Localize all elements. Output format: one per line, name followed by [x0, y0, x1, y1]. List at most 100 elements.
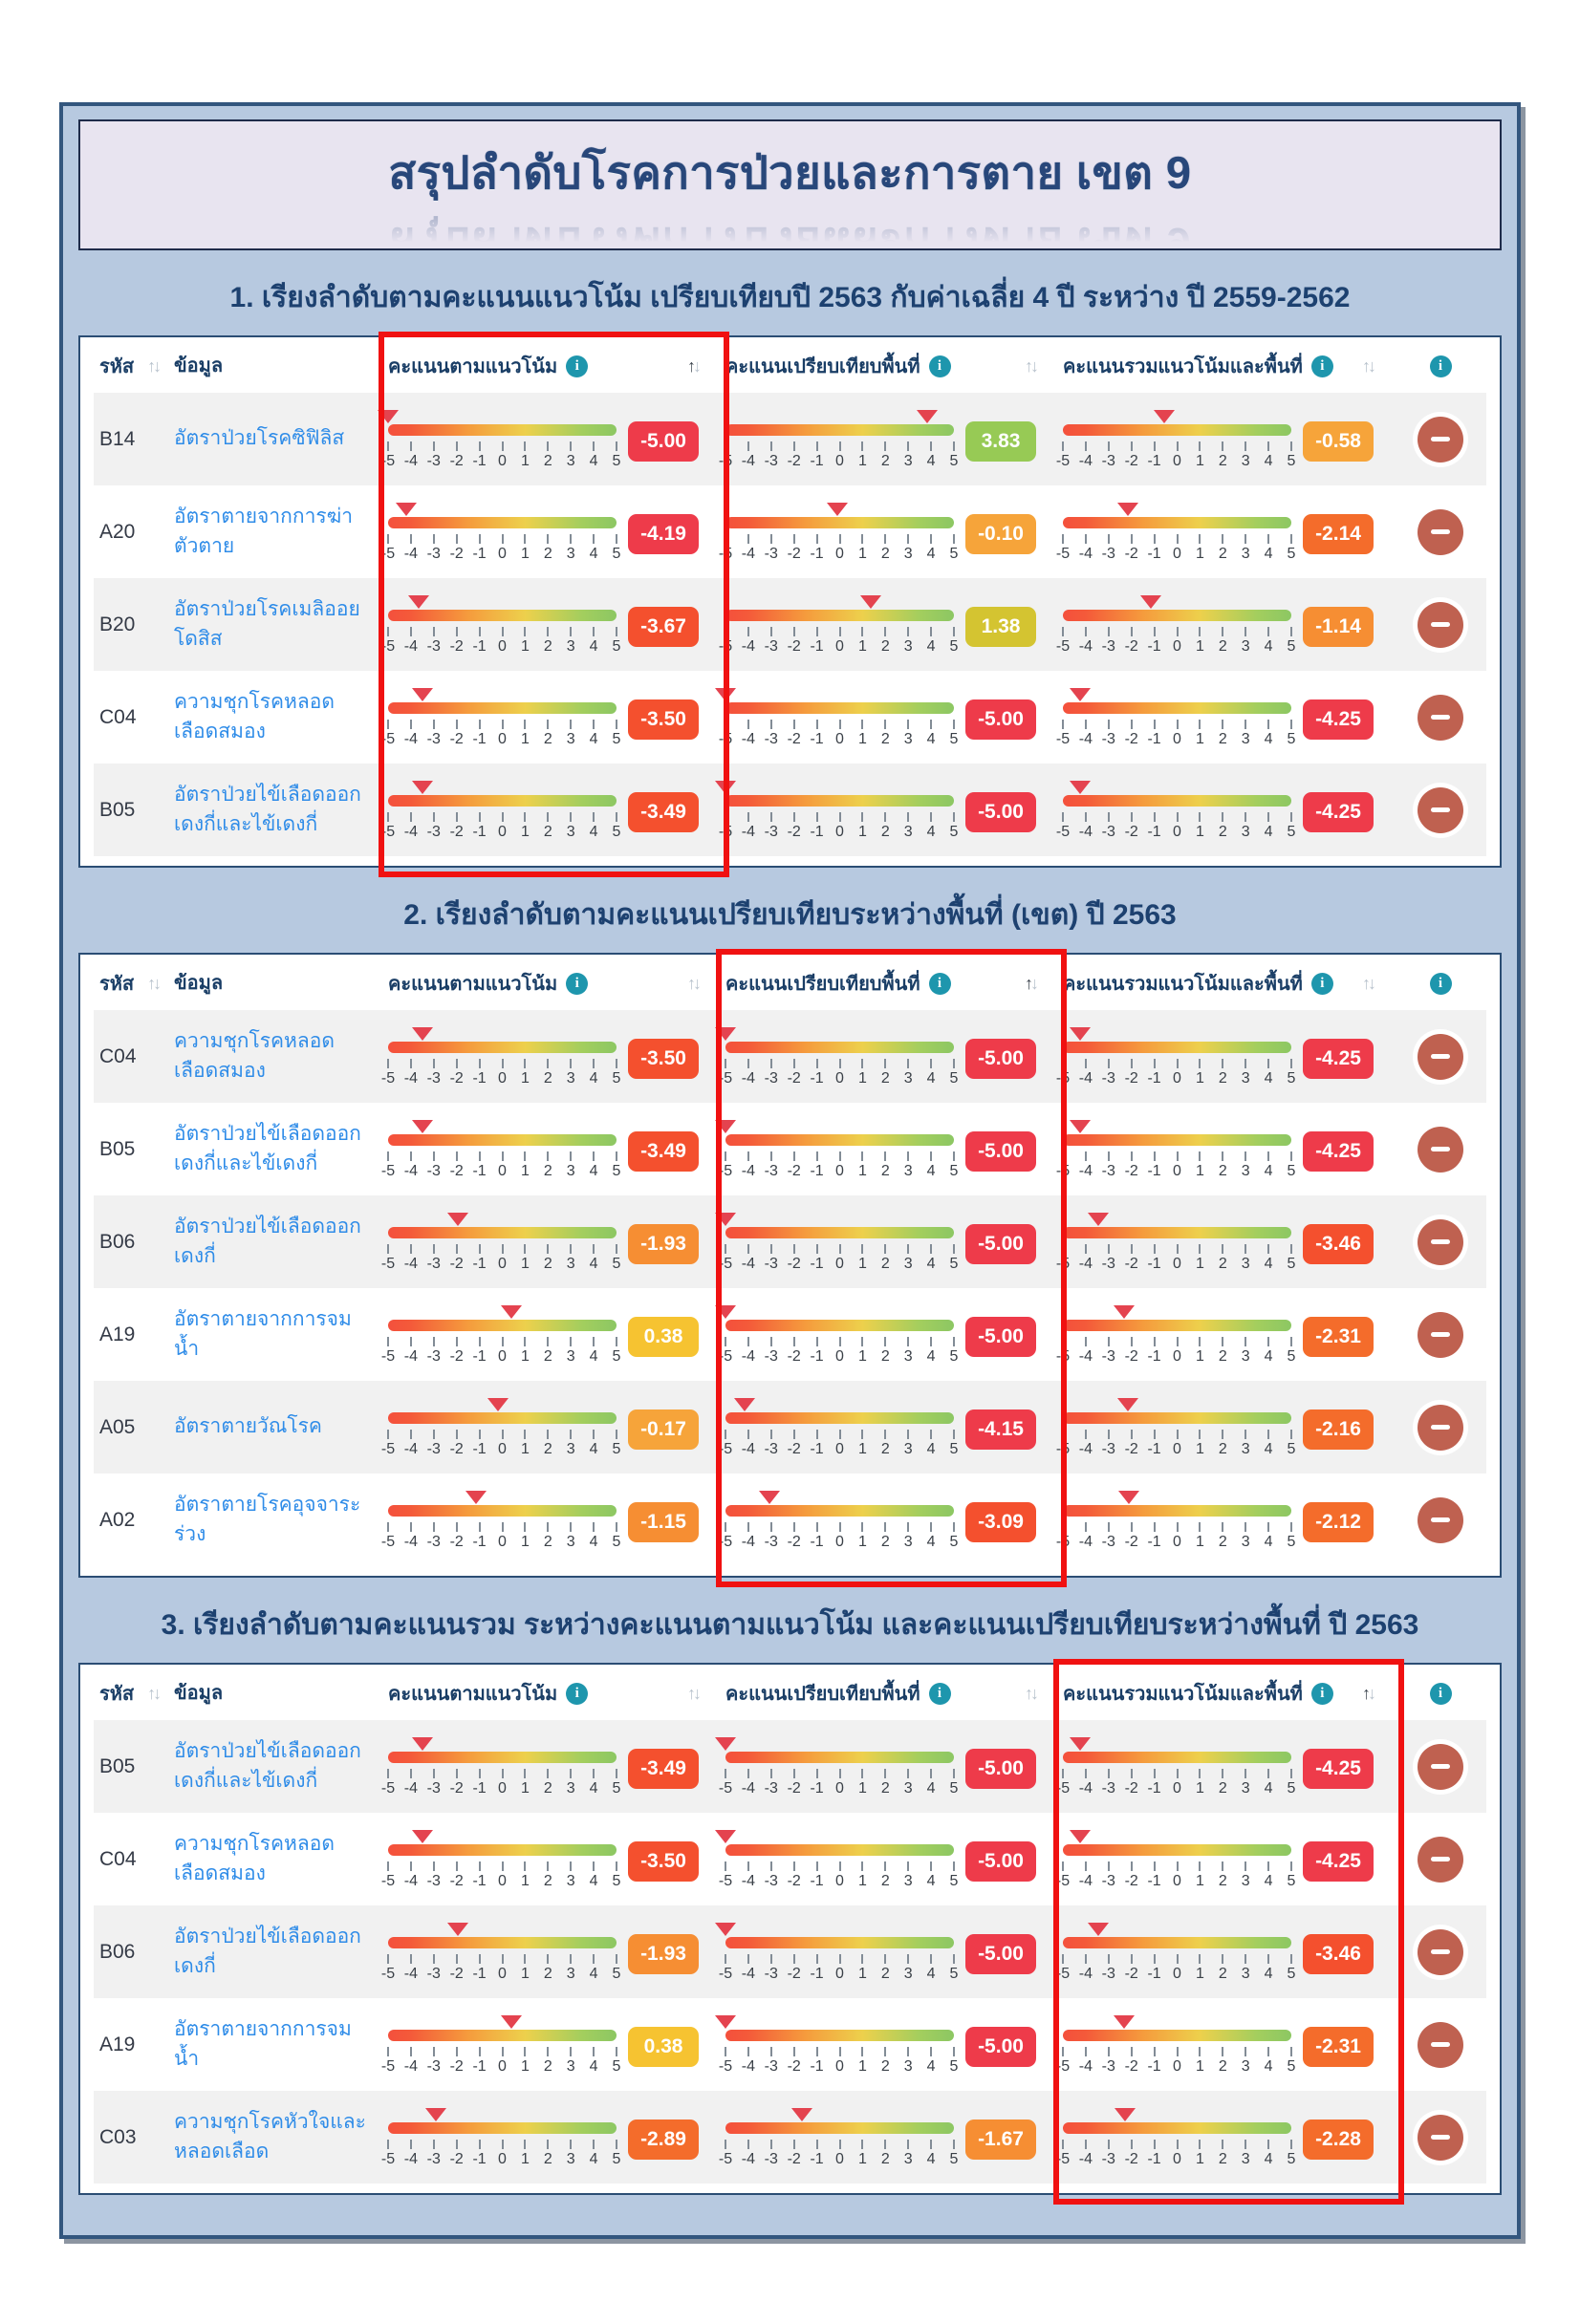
- info-icon[interactable]: i: [566, 355, 589, 377]
- tick-label: -2: [787, 1256, 801, 1272]
- row-code: A20: [99, 520, 136, 543]
- tick-label: -4: [741, 1163, 756, 1179]
- tick-mark: [524, 1337, 527, 1346]
- row-data-link[interactable]: ความชุกโรคหลอดเลือดสมอง: [174, 691, 335, 742]
- sort-icon[interactable]: ↑ ↓: [687, 974, 702, 994]
- sort-icon[interactable]: ↑ ↓: [1025, 356, 1039, 377]
- remove-row-button[interactable]: [1418, 2021, 1463, 2068]
- info-icon[interactable]: i: [928, 972, 951, 995]
- row-data-link[interactable]: อัตราป่วยไข้เลือดออกเดงกี่และไข้เดงกี่: [174, 1740, 361, 1792]
- remove-row-button[interactable]: [1418, 1836, 1463, 1883]
- gauge-gradient-bar: [388, 1227, 617, 1238]
- info-icon[interactable]: i: [928, 1682, 951, 1705]
- tick-mark: [1222, 2140, 1224, 2149]
- tick-mark: [769, 2140, 772, 2149]
- row-data-link[interactable]: ความชุกโรคหลอดเลือดสมอง: [174, 1833, 335, 1884]
- row-data-link[interactable]: อัตราป่วยไข้เลือดออกเดงกี่: [174, 1216, 361, 1267]
- sort-icon[interactable]: ↑ ↓: [1362, 1684, 1376, 1704]
- tick-label: 4: [589, 824, 598, 840]
- tick-mark: [524, 1244, 527, 1254]
- row-data-link[interactable]: อัตราตายจากการฆ่าตัวตาย: [174, 506, 354, 557]
- remove-row-button[interactable]: [1418, 416, 1463, 463]
- info-icon[interactable]: i: [1310, 355, 1333, 377]
- info-icon[interactable]: i: [1429, 1682, 1452, 1705]
- score-badge: -2.31: [1303, 1316, 1374, 1357]
- remove-row-button[interactable]: [1418, 508, 1463, 555]
- remove-row-button[interactable]: [1418, 601, 1463, 648]
- sort-icon[interactable]: ↑ ↓: [1025, 973, 1039, 994]
- tick-mark: [1130, 720, 1133, 729]
- sort-icon[interactable]: ↑ ↓: [687, 356, 702, 377]
- tick-label: 5: [612, 1256, 621, 1272]
- sort-icon[interactable]: ↑ ↓: [147, 1684, 162, 1704]
- tick-label: 3: [1241, 1070, 1250, 1087]
- sort-icon[interactable]: ↑ ↓: [1362, 974, 1376, 994]
- info-icon[interactable]: i: [1429, 972, 1452, 995]
- remove-row-button[interactable]: [1418, 786, 1463, 833]
- sort-icon[interactable]: ↑ ↓: [1362, 356, 1376, 377]
- info-icon[interactable]: i: [1429, 355, 1452, 377]
- tick-mark: [1107, 627, 1110, 636]
- row-data-link[interactable]: อัตราป่วยโรคซิฟิลิส: [174, 427, 345, 450]
- tick-label: -5: [380, 1534, 396, 1550]
- tick-label: -5: [380, 1070, 396, 1087]
- tick-label: 0: [498, 1873, 507, 1889]
- tick-label: 1: [857, 824, 867, 840]
- row-data-link[interactable]: อัตราป่วยไข้เลือดออกเดงกี่: [174, 1926, 361, 1977]
- remove-row-button[interactable]: [1418, 1033, 1463, 1080]
- info-icon[interactable]: i: [1310, 1682, 1333, 1705]
- tick-mark: [1062, 1151, 1064, 1161]
- tick-mark: [1267, 627, 1270, 636]
- tick-label: -1: [810, 638, 824, 655]
- remove-row-button[interactable]: [1418, 2114, 1463, 2161]
- remove-row-button[interactable]: [1418, 1404, 1463, 1451]
- tick-mark: [792, 2140, 795, 2149]
- row-code: B14: [99, 427, 136, 450]
- gauge-marker-icon: [715, 781, 736, 794]
- row-data-link[interactable]: อัตราตายจากการจมน้ำ: [174, 1308, 352, 1360]
- sort-icon[interactable]: ↑ ↓: [687, 1684, 702, 1704]
- row-data-link[interactable]: ความชุกโรคหัวใจและหลอดเลือด: [174, 2111, 366, 2163]
- info-icon[interactable]: i: [928, 355, 951, 377]
- tick-mark: [1084, 1059, 1087, 1068]
- row-data-link[interactable]: อัตราป่วยโรคเมลิออยโดสิส: [174, 598, 360, 650]
- table-row: A20 อัตราตายจากการฆ่าตัวตาย -5 -4 -3 -2 -1 0 1 2 3…: [94, 485, 1486, 578]
- gauge-tick-labels: -5 -4 -3 -2 -1 0 1 2 3 4 5: [719, 1163, 959, 1182]
- remove-row-button[interactable]: [1418, 1928, 1463, 1975]
- tick-mark: [953, 2047, 955, 2056]
- tick-label: -3: [764, 1163, 778, 1179]
- score-gauge: -5 -4 -3 -2 -1 0 1 2 3 4 5: [381, 1737, 620, 1799]
- info-icon[interactable]: i: [1310, 972, 1333, 995]
- remove-row-button[interactable]: [1418, 1496, 1463, 1543]
- row-data-link[interactable]: อัตราป่วยไข้เลือดออกเดงกี่และไข้เดงกี่: [174, 1123, 361, 1174]
- remove-row-button[interactable]: [1418, 1126, 1463, 1173]
- row-actions: [1395, 1720, 1486, 1813]
- row-data-link[interactable]: อัตราตายวัณโรค: [174, 1415, 322, 1438]
- remove-row-button[interactable]: [1418, 1311, 1463, 1358]
- info-icon[interactable]: i: [566, 1682, 589, 1705]
- remove-row-button[interactable]: [1418, 694, 1463, 741]
- tick-mark: [769, 2047, 772, 2056]
- row-data-link[interactable]: อัตราตายโรคอุจจาระร่วง: [174, 1494, 361, 1545]
- tick-label: -4: [403, 1070, 419, 1087]
- tick-label: 0: [498, 1256, 507, 1272]
- score-gauge: -5 -4 -3 -2 -1 0 1 2 3 4 5: [715, 688, 958, 750]
- tick-mark: [953, 1337, 955, 1346]
- sort-icon[interactable]: ↑ ↓: [1025, 1684, 1039, 1704]
- remove-row-button[interactable]: [1418, 1743, 1463, 1790]
- tick-mark: [616, 1769, 617, 1778]
- row-data-link[interactable]: อัตราป่วยไข้เลือดออกเดงกี่และไข้เดงกี่: [174, 784, 361, 835]
- remove-row-button[interactable]: [1418, 1218, 1463, 1265]
- tick-label: 5: [1287, 1163, 1296, 1179]
- info-icon[interactable]: i: [566, 972, 589, 995]
- score-cell: -5 -4 -3 -2 -1 0 1 2 3 4 5 -4.25: [1056, 1720, 1395, 1813]
- sort-down-arrow-icon: ↓: [1030, 973, 1039, 993]
- tick-mark: [725, 720, 726, 729]
- row-data-link[interactable]: อัตราตายจากการจมน้ำ: [174, 2018, 352, 2070]
- table-row: C04 ความชุกโรคหลอดเลือดสมอง -5 -4 -3 -2 -1 0 1 2 3…: [94, 671, 1486, 764]
- sort-icon[interactable]: ↑ ↓: [147, 356, 162, 377]
- tick-label: 2: [543, 546, 552, 562]
- sort-icon[interactable]: ↑ ↓: [147, 974, 162, 994]
- row-data-link[interactable]: ความชุกโรคหลอดเลือดสมอง: [174, 1030, 335, 1082]
- score-cell: -5 -4 -3 -2 -1 0 1 2 3 4 5 -3.09: [719, 1474, 1057, 1566]
